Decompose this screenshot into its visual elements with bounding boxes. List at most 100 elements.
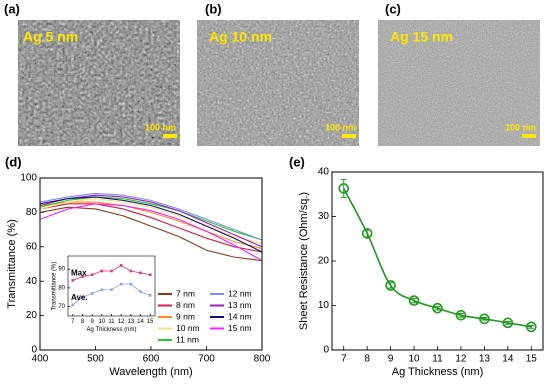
- sem-texture: [197, 20, 359, 146]
- marker: [129, 269, 133, 273]
- plot-frame: [67, 255, 156, 317]
- legend-label: 11 nm: [176, 334, 199, 344]
- x-tick-label: 15: [526, 354, 538, 365]
- x-tick-label: 400: [32, 354, 49, 365]
- legend-label: 10 nm: [176, 323, 200, 333]
- x-tick-label: 10: [98, 319, 105, 325]
- error-bar: [504, 321, 511, 325]
- y-tick-label: 40: [318, 167, 330, 178]
- x-tick-label: 600: [143, 354, 160, 365]
- marker: [408, 295, 420, 306]
- y-tick-label: 80: [58, 285, 65, 291]
- scale-label: 100 nm: [145, 122, 176, 132]
- x-axis-label: Ag Thickness (nm): [392, 366, 484, 378]
- x-tick-label: 15: [147, 319, 154, 325]
- marker: [90, 273, 94, 277]
- panel-label: (d): [5, 154, 22, 169]
- marker: [71, 279, 75, 282]
- x-tick-label: 9: [388, 354, 394, 365]
- series-line: [39, 203, 263, 262]
- marker: [385, 280, 396, 291]
- error-bar: [411, 297, 418, 304]
- x-tick-label: 7: [71, 319, 75, 325]
- legend-label: 7 nm: [176, 288, 195, 298]
- y-tick-label: 0: [323, 345, 329, 356]
- marker: [361, 228, 373, 239]
- scale-label: 100 nm: [325, 122, 356, 132]
- x-axis-label: Wavelength (nm): [109, 366, 192, 378]
- error-bar: [387, 282, 394, 289]
- legend-label: 12 nm: [228, 288, 252, 298]
- marker: [129, 282, 133, 286]
- marker: [338, 183, 350, 194]
- legend-label: 9 nm: [176, 311, 195, 321]
- y-tick-label: 20: [318, 256, 330, 267]
- series-line: [39, 196, 263, 253]
- image-caption: Ag 15 nm: [390, 29, 453, 45]
- error-bar: [457, 313, 464, 318]
- error-bar: [481, 317, 488, 321]
- y-tick-label: 0: [31, 345, 37, 356]
- y-tick-label: 90: [58, 267, 65, 273]
- marker: [525, 321, 537, 333]
- marker: [90, 292, 94, 295]
- marker: [139, 271, 142, 275]
- x-tick-label: 11: [432, 354, 443, 365]
- x-tick-label: 14: [502, 354, 514, 365]
- marker: [139, 290, 142, 293]
- x-tick-label: 500: [87, 354, 104, 365]
- chart: 400 500 600 700 800 0 20 40 60 80 100 Wavelength (n…: [5, 154, 271, 377]
- scale-label: 100 nm: [505, 122, 536, 132]
- sem-texture: [378, 20, 540, 146]
- inset-background: [68, 256, 155, 316]
- marker: [455, 309, 467, 321]
- marker: [432, 302, 443, 314]
- y-tick-label: 10: [318, 300, 330, 311]
- x-tick-label: 700: [198, 354, 215, 365]
- marker: [148, 273, 152, 277]
- x-tick-label: 12: [118, 319, 125, 325]
- scale-bar: [522, 134, 536, 138]
- series-line: [39, 201, 263, 250]
- x-tick-label: 13: [479, 354, 491, 365]
- y-axis-label: Transmittance (%): [52, 262, 58, 311]
- marker: [110, 288, 113, 292]
- series-line: [39, 194, 263, 248]
- plot-frame: [331, 171, 544, 351]
- x-tick-label: 13: [127, 319, 134, 325]
- series-line: [39, 203, 263, 253]
- marker: [119, 264, 123, 267]
- marker: [110, 269, 113, 273]
- legend-label: 8 nm: [176, 300, 195, 310]
- y-tick-label: 100: [20, 173, 37, 184]
- panel-label: (c): [385, 1, 401, 16]
- marker: [148, 294, 152, 297]
- y-axis-label: Sheet Resistance (Ohm/sq.): [298, 192, 310, 330]
- x-tick-label: 800: [254, 354, 271, 365]
- x-tick-label: 14: [137, 319, 144, 325]
- error-bar: [340, 179, 347, 198]
- y-axis-label: Transmittance (%): [6, 219, 18, 308]
- x-tick-label: 9: [90, 319, 94, 325]
- series-line: [39, 196, 263, 241]
- scale-bar: [163, 134, 177, 138]
- x-tick-label: 8: [364, 354, 370, 365]
- y-tick-label: 70: [58, 304, 65, 310]
- y-tick-label: 80: [26, 207, 38, 218]
- series-line: [39, 192, 263, 241]
- x-tick-label: 8: [81, 319, 85, 325]
- marker: [502, 317, 514, 329]
- marker: [100, 288, 104, 292]
- legend-label: 15 nm: [228, 323, 252, 333]
- marker: [71, 303, 75, 307]
- y-tick-label: 20: [26, 310, 38, 321]
- series-label: Ave.: [71, 293, 88, 302]
- panel-label: (a): [4, 1, 20, 16]
- error-bar: [528, 325, 535, 329]
- panel-label: (b): [205, 1, 222, 16]
- y-tick-label: 40: [26, 276, 38, 287]
- series-line: [39, 206, 263, 262]
- legend-label: 14 nm: [228, 311, 252, 321]
